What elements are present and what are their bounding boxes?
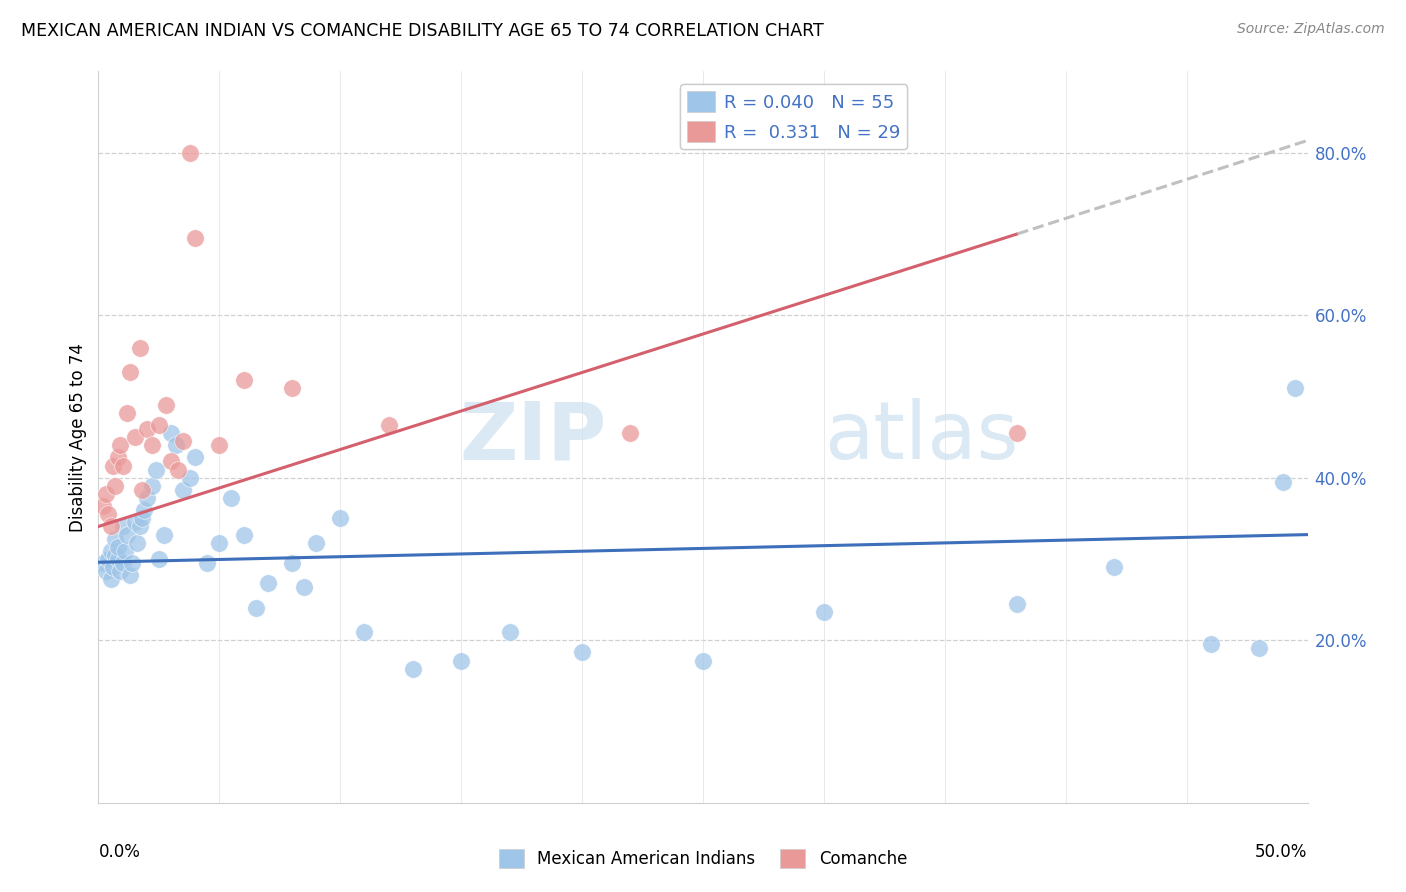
- Point: [100, 544, 122, 558]
- Point: [104, 479, 127, 493]
- Point: [121, 556, 143, 570]
- Point: [1272, 475, 1295, 489]
- Point: [256, 576, 278, 591]
- Point: [108, 438, 131, 452]
- Point: [232, 527, 254, 541]
- Point: [135, 491, 157, 505]
- Point: [131, 511, 153, 525]
- Point: [97, 508, 120, 522]
- Point: [1007, 597, 1029, 611]
- Point: [232, 373, 254, 387]
- Legend: R = 0.040   N = 55, R =  0.331   N = 29: R = 0.040 N = 55, R = 0.331 N = 29: [681, 84, 907, 149]
- Point: [152, 527, 174, 541]
- Point: [111, 458, 134, 473]
- Point: [450, 654, 472, 668]
- Text: ZIP: ZIP: [458, 398, 606, 476]
- Point: [117, 527, 139, 541]
- Point: [165, 438, 187, 452]
- Point: [148, 417, 170, 432]
- Point: [184, 231, 207, 245]
- Point: [619, 425, 641, 440]
- Point: [402, 662, 425, 676]
- Point: [305, 535, 328, 549]
- Point: [208, 438, 231, 452]
- Text: 0.0%: 0.0%: [98, 843, 141, 861]
- Point: [172, 434, 194, 449]
- Point: [1199, 637, 1222, 651]
- Text: MEXICAN AMERICAN INDIAN VS COMANCHE DISABILITY AGE 65 TO 74 CORRELATION CHART: MEXICAN AMERICAN INDIAN VS COMANCHE DISA…: [21, 22, 824, 40]
- Point: [179, 145, 201, 160]
- Point: [114, 544, 136, 558]
- Point: [172, 483, 194, 497]
- Point: [160, 454, 183, 468]
- Point: [141, 479, 163, 493]
- Point: [160, 425, 183, 440]
- Point: [1102, 560, 1125, 574]
- Point: [134, 503, 156, 517]
- Point: [167, 462, 190, 476]
- Point: [124, 430, 146, 444]
- Point: [1007, 425, 1029, 440]
- Point: [107, 540, 129, 554]
- Text: Source: ZipAtlas.com: Source: ZipAtlas.com: [1237, 22, 1385, 37]
- Point: [498, 625, 520, 640]
- Point: [91, 556, 114, 570]
- Point: [124, 516, 146, 530]
- Point: [145, 462, 167, 476]
- Point: [94, 564, 117, 578]
- Point: [184, 450, 207, 465]
- Point: [377, 417, 399, 432]
- Point: [107, 450, 129, 465]
- Point: [221, 491, 243, 505]
- Point: [118, 365, 141, 379]
- Point: [111, 556, 134, 570]
- Point: [281, 556, 304, 570]
- Point: [195, 556, 218, 570]
- Text: atlas: atlas: [824, 398, 1018, 476]
- Point: [100, 519, 122, 533]
- Point: [101, 560, 124, 574]
- Point: [329, 511, 352, 525]
- Point: [91, 499, 114, 513]
- Point: [208, 535, 231, 549]
- Point: [107, 552, 129, 566]
- Point: [1249, 641, 1271, 656]
- Point: [135, 422, 157, 436]
- Point: [813, 605, 835, 619]
- Point: [127, 535, 149, 549]
- Point: [97, 552, 120, 566]
- Text: 50.0%: 50.0%: [1256, 843, 1308, 861]
- Point: [353, 625, 375, 640]
- Point: [141, 438, 163, 452]
- Point: [692, 654, 714, 668]
- Point: [155, 398, 177, 412]
- Point: [108, 564, 131, 578]
- Point: [94, 487, 117, 501]
- Point: [131, 483, 153, 497]
- Point: [179, 471, 201, 485]
- Point: [100, 572, 122, 586]
- Point: [148, 552, 170, 566]
- Point: [281, 381, 304, 395]
- Point: [101, 458, 124, 473]
- Point: [571, 645, 593, 659]
- Point: [104, 532, 127, 546]
- Point: [1284, 381, 1306, 395]
- Point: [118, 568, 141, 582]
- Point: [128, 519, 150, 533]
- Point: [245, 600, 267, 615]
- Point: [128, 341, 150, 355]
- Point: [292, 581, 315, 595]
- Y-axis label: Disability Age 65 to 74: Disability Age 65 to 74: [69, 343, 87, 532]
- Point: [111, 519, 134, 533]
- Point: [117, 406, 139, 420]
- Point: [104, 548, 127, 562]
- Legend: Mexican American Indians, Comanche: Mexican American Indians, Comanche: [492, 842, 914, 875]
